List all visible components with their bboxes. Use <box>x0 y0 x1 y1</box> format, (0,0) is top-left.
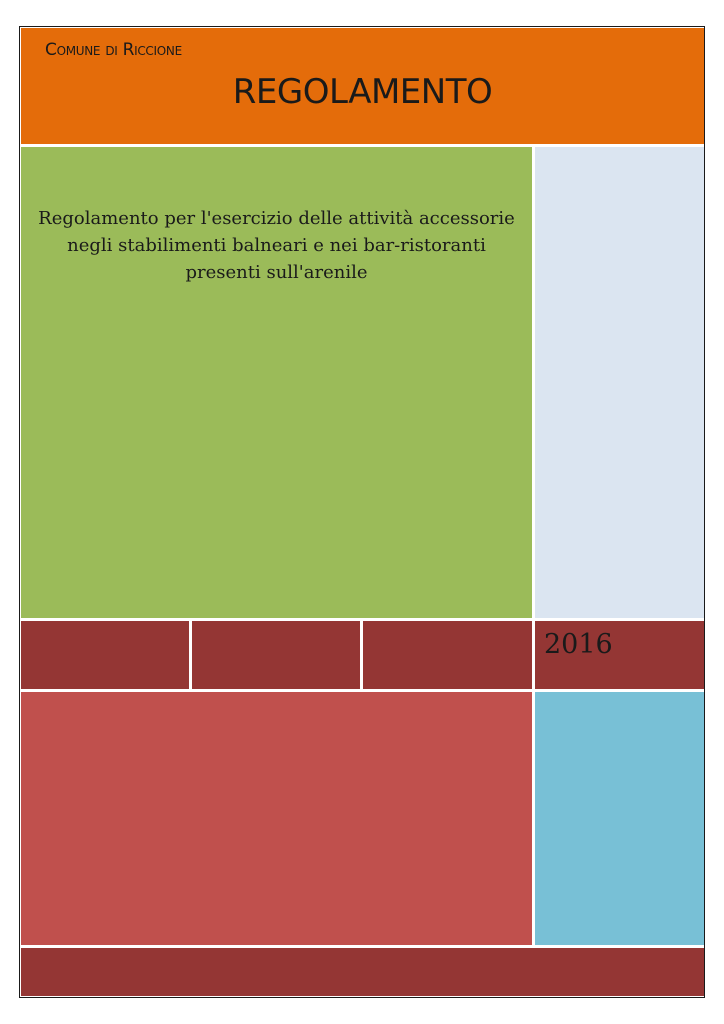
subtitle-panel: Regolamento per l'esercizio delle attivi… <box>21 147 532 618</box>
bottom-panel <box>21 692 532 945</box>
municipality-name: Comune di Riccione <box>45 40 182 60</box>
document-year: 2016 <box>544 629 613 660</box>
footer-band <box>21 948 704 996</box>
year-cell: 2016 <box>535 621 704 689</box>
cover-header: Comune di Riccione REGOLAMENTO <box>21 28 704 144</box>
side-panel-top <box>535 147 704 618</box>
side-panel-bottom <box>535 692 704 945</box>
band-cell-1 <box>21 621 189 689</box>
document-subtitle: Regolamento per l'esercizio delle attivi… <box>38 208 515 283</box>
band-cell-3 <box>363 621 532 689</box>
band-cell-2 <box>192 621 360 689</box>
document-title: REGOLAMENTO <box>232 72 493 112</box>
